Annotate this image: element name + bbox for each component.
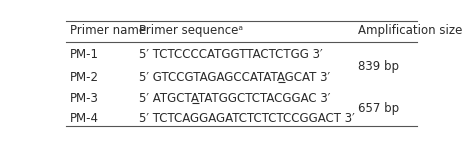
Text: 5′ TCTCCCCATGGTTACTCTGG 3′: 5′ TCTCCCCATGGTTACTCTGG 3′ xyxy=(139,49,323,61)
Text: 839 bp: 839 bp xyxy=(358,60,399,73)
Text: PM-1: PM-1 xyxy=(70,49,99,61)
Text: Primer sequenceᵃ: Primer sequenceᵃ xyxy=(139,24,243,37)
Text: Primer name: Primer name xyxy=(70,24,146,37)
Text: PM-2: PM-2 xyxy=(70,71,99,84)
Text: PM-4: PM-4 xyxy=(70,112,99,125)
Text: 657 bp: 657 bp xyxy=(358,102,399,115)
Text: 5′ GTCCGTAGAGCCATATAGCAT 3′: 5′ GTCCGTAGAGCCATATAGCAT 3′ xyxy=(139,71,330,84)
Text: Amplification size: Amplification size xyxy=(358,24,463,37)
Text: 5′ TCTCAGGAGATCTCTCTCCGGACT 3′: 5′ TCTCAGGAGATCTCTCTCCGGACT 3′ xyxy=(139,112,355,125)
Text: PM-3: PM-3 xyxy=(70,92,99,105)
Text: 5′ ATGCTATATGGCTCTACGGAC 3′: 5′ ATGCTATATGGCTCTACGGAC 3′ xyxy=(139,92,331,105)
